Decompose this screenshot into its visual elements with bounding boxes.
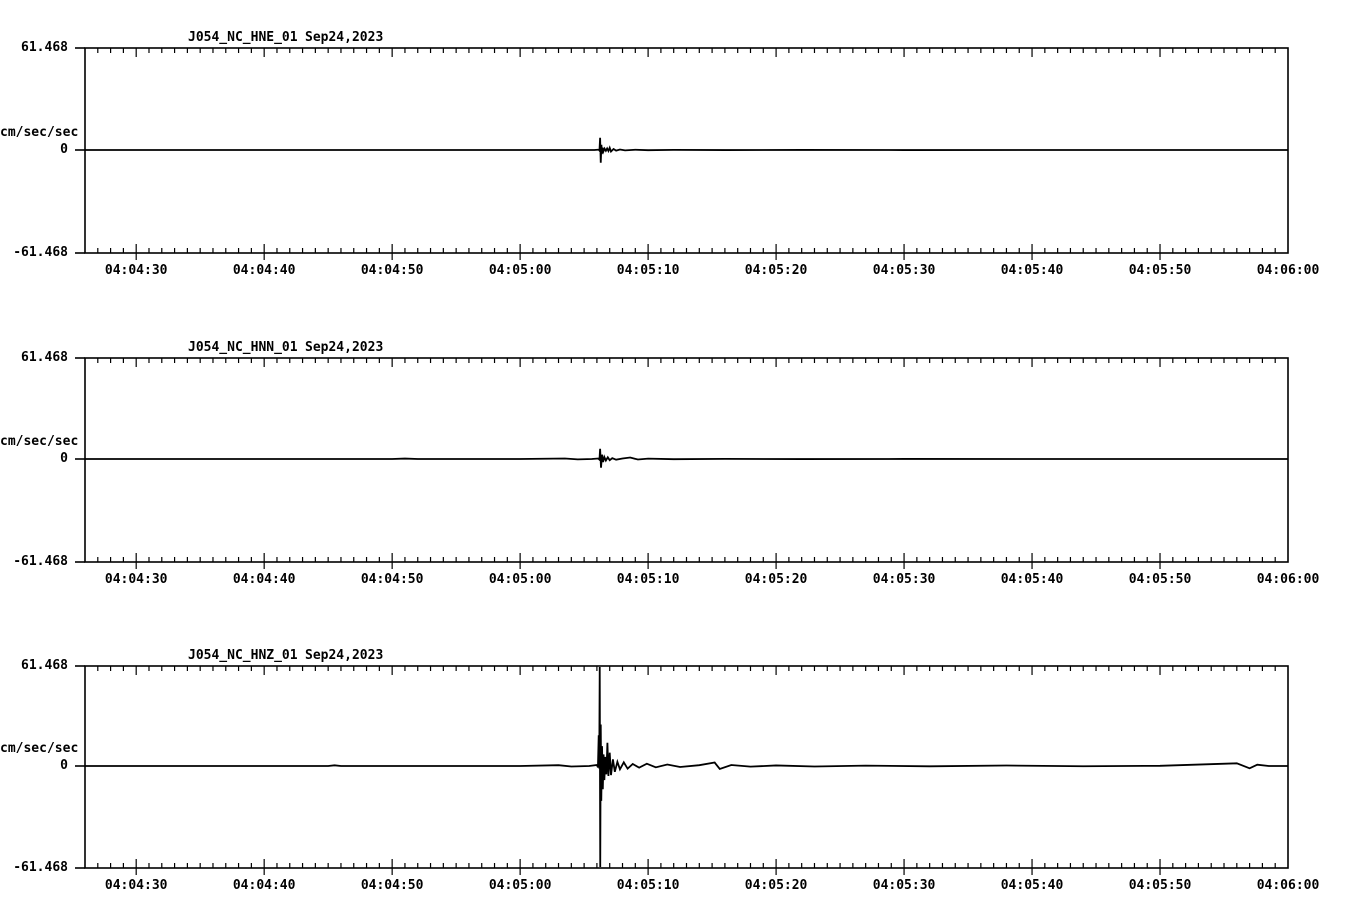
plot-frame-hnn	[84, 357, 1289, 563]
y-axis-zero-label-hne: 0	[60, 142, 68, 157]
y-axis-max-label-hnz: 61.468	[21, 658, 68, 673]
panel-date-hne: Sep24,2023	[305, 30, 384, 45]
x-axis-tick-label: 04:04:50	[360, 878, 424, 893]
y-axis-min-label-hnn: -61.468	[13, 554, 68, 569]
panel-title-hne: J054_NC_HNE_01	[188, 30, 298, 45]
plot-frame-group-hne	[75, 47, 1289, 260]
y-axis-min-label-hne: -61.468	[13, 245, 68, 260]
x-axis-tick-label: 04:06:00	[1256, 263, 1320, 278]
plot-frame-hne	[84, 47, 1289, 254]
plot-frame-hnz	[84, 665, 1289, 869]
x-axis-tick-label: 04:05:40	[1000, 878, 1064, 893]
x-axis-tick-label: 04:05:30	[872, 263, 936, 278]
y-axis-zero-label-hnn: 0	[60, 451, 68, 466]
y-axis-max-label-hnn: 61.468	[21, 350, 68, 365]
y-axis-units-label-hnn: cm/sec/sec	[0, 434, 79, 449]
x-axis-tick-label: 04:05:40	[1000, 263, 1064, 278]
x-axis-tick-label: 04:05:00	[488, 263, 552, 278]
x-axis-tick-label: 04:05:10	[616, 263, 680, 278]
x-axis-tick-label: 04:05:50	[1128, 572, 1192, 587]
waveform-trace-hnn	[85, 448, 1288, 468]
x-axis-tick-label: 04:05:30	[872, 878, 936, 893]
panel-date-hnz: Sep24,2023	[305, 648, 384, 663]
x-axis-tick-label: 04:05:10	[616, 572, 680, 587]
x-axis-tick-label: 04:05:00	[488, 572, 552, 587]
panel-title-hnn: J054_NC_HNN_01	[188, 340, 298, 355]
x-axis-tick-label: 04:04:50	[360, 263, 424, 278]
panel-date-hnn: Sep24,2023	[305, 340, 384, 355]
y-axis-units-label-hne: cm/sec/sec	[0, 125, 79, 140]
x-axis-tick-label: 04:05:20	[744, 878, 808, 893]
x-axis-tick-label: 04:05:20	[744, 263, 808, 278]
x-axis-tick-label: 04:05:10	[616, 878, 680, 893]
x-axis-tick-label: 04:05:20	[744, 572, 808, 587]
x-axis-tick-label: 04:06:00	[1256, 572, 1320, 587]
plot-frame-group-hnn	[75, 357, 1289, 569]
x-axis-tick-label: 04:04:30	[104, 878, 168, 893]
x-axis-tick-label: 04:04:30	[104, 263, 168, 278]
panel-title-hnz: J054_NC_HNZ_01	[188, 648, 298, 663]
x-axis-tick-label: 04:06:00	[1256, 878, 1320, 893]
x-axis-tick-label: 04:05:50	[1128, 263, 1192, 278]
x-axis-tick-label: 04:05:40	[1000, 572, 1064, 587]
y-axis-min-label-hnz: -61.468	[13, 860, 68, 875]
waveform-trace-hne	[85, 137, 1288, 163]
plot-frame-group-hnz	[75, 665, 1289, 875]
waveform-trace-hnz	[85, 666, 1288, 868]
x-axis-tick-label: 04:05:30	[872, 572, 936, 587]
x-axis-tick-label: 04:04:30	[104, 572, 168, 587]
y-axis-units-label-hnz: cm/sec/sec	[0, 741, 79, 756]
x-axis-tick-label: 04:04:40	[232, 263, 296, 278]
x-axis-tick-label: 04:05:50	[1128, 878, 1192, 893]
x-axis-tick-label: 04:04:40	[232, 878, 296, 893]
x-axis-tick-label: 04:04:50	[360, 572, 424, 587]
x-axis-tick-label: 04:04:40	[232, 572, 296, 587]
y-axis-zero-label-hnz: 0	[60, 758, 68, 773]
x-axis-tick-label: 04:05:00	[488, 878, 552, 893]
y-axis-max-label-hne: 61.468	[21, 40, 68, 55]
